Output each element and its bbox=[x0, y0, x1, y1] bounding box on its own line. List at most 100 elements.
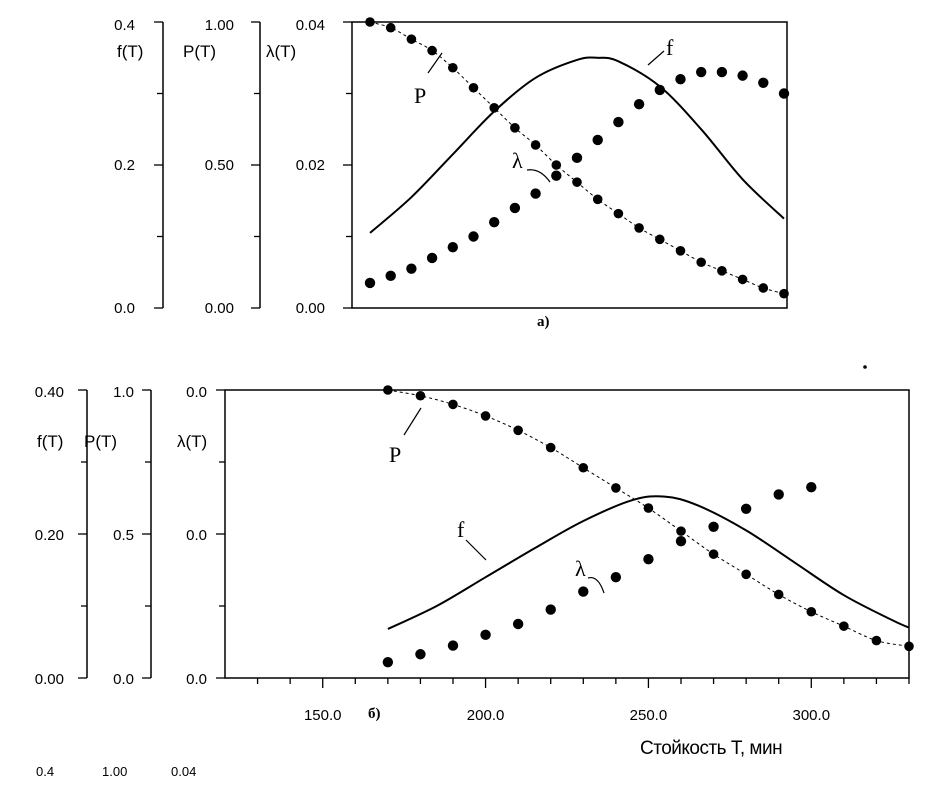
panel-a-lambda-point-17 bbox=[716, 66, 728, 78]
panel-a-p-point-2 bbox=[406, 34, 417, 44]
panel-a-lambda-point-3 bbox=[426, 252, 438, 264]
panel-b-l-tick-top: 0.0 bbox=[186, 384, 207, 401]
panel-a-l-leader bbox=[526, 169, 551, 183]
panel-a-p-point-15 bbox=[675, 246, 686, 256]
panel-b-lambda-point-11 bbox=[740, 503, 752, 514]
panel-a-p-series-label: P bbox=[414, 83, 426, 108]
panel-a-f-series-label: f bbox=[666, 35, 674, 60]
panel-b-l-leader bbox=[587, 576, 605, 594]
panel-b-p-curve bbox=[387, 389, 910, 647]
panel-a: 0.4 0.2 0.0 1.00 0.50 0.00 0.04 0.02 0.0… bbox=[114, 17, 790, 330]
panel-a-lambda-point-5 bbox=[468, 231, 479, 242]
panel-b-x-tick-label-2: 250.0 bbox=[630, 707, 668, 724]
bottom-label-1: 0.4 bbox=[36, 764, 54, 779]
panel-b-p-point-0 bbox=[383, 385, 393, 395]
panel-b-lambda-point-6 bbox=[578, 586, 589, 597]
panel-a-f-tick-mid: 0.2 bbox=[114, 157, 135, 174]
bottom-label-3: 0.04 bbox=[171, 764, 196, 779]
panel-b-p-point-6 bbox=[578, 462, 589, 473]
panel-a-lambda-point-7 bbox=[509, 202, 521, 214]
panel-a-series bbox=[364, 17, 790, 299]
panel-b-p-point-2 bbox=[448, 399, 458, 410]
panel-a-lambda-point-18 bbox=[737, 70, 748, 81]
panel-a-lambda-point-8 bbox=[530, 188, 541, 199]
panel-b-l-tick-mid: 0.0 bbox=[186, 527, 207, 544]
panel-b-lambda-point-3 bbox=[480, 629, 491, 640]
panel-b-p-axis-label: P(T) bbox=[84, 432, 117, 451]
panel-b-lambda-point-0 bbox=[382, 656, 394, 668]
panel-a-l-tick-top: 0.04 bbox=[296, 17, 325, 34]
panel-b-p-point-4 bbox=[513, 425, 523, 436]
panel-a-caption: а) bbox=[537, 314, 550, 330]
panel-a-lambda-point-4 bbox=[447, 242, 458, 253]
panel-a-p-axis-label: P(T) bbox=[183, 42, 216, 61]
panel-a-plot-frame bbox=[351, 21, 788, 309]
panel-b-x-tick-label-0: 150.0 bbox=[304, 707, 342, 724]
panel-a-f-leader bbox=[647, 50, 665, 66]
panel-a-p-point-10 bbox=[572, 177, 582, 187]
panel-b-caption: б) bbox=[368, 706, 381, 722]
panel-b-f-tick-bot: 0.00 bbox=[35, 671, 64, 688]
panel-b-f-tick-mid: 0.20 bbox=[35, 527, 64, 544]
panel-b-p-point-13 bbox=[806, 606, 817, 617]
panel-b-p-point-8 bbox=[643, 503, 654, 513]
panel-a-p-tick-top: 1.00 bbox=[205, 17, 234, 34]
panel-b-lambda-point-5 bbox=[545, 604, 556, 615]
panel-a-f-tick-bot: 0.0 bbox=[114, 300, 135, 317]
panel-a-lambda-point-10 bbox=[571, 152, 583, 164]
panel-b-p-point-9 bbox=[676, 526, 686, 536]
panel-b-p-point-7 bbox=[611, 483, 621, 493]
panel-a-p-point-20 bbox=[779, 288, 789, 299]
panel-a-p-point-4 bbox=[448, 62, 458, 73]
panel-a-lambda-point-0 bbox=[364, 277, 376, 289]
stray-dot bbox=[863, 365, 867, 369]
panel-b-x-tick-labels: 150.0 200.0 250.0 300.0 bbox=[304, 707, 830, 724]
panel-b-p-point-10 bbox=[708, 549, 719, 559]
panel-a-p-point-0 bbox=[365, 17, 375, 27]
panel-b-p-series-label: P bbox=[389, 442, 401, 467]
panel-a-y-ticks bbox=[154, 21, 352, 309]
panel-a-lambda-point-12 bbox=[613, 116, 624, 128]
panel-b-f-leader bbox=[465, 539, 487, 561]
panel-b-p-tick-top: 1.0 bbox=[113, 384, 134, 401]
panel-b-lambda-point-4 bbox=[512, 618, 524, 630]
panel-a-p-point-16 bbox=[696, 257, 706, 268]
panel-a-f-curve bbox=[369, 56, 785, 234]
panel-a-lambda-point-6 bbox=[489, 217, 500, 228]
panel-b-p-point-11 bbox=[741, 569, 751, 580]
panel-a-p-point-18 bbox=[737, 274, 748, 285]
panel-a-p-point-17 bbox=[717, 266, 727, 276]
panel-b-p-tick-mid: 0.5 bbox=[113, 527, 134, 544]
panel-b-lambda-point-1 bbox=[415, 649, 426, 660]
panel-b-f-tick-top: 0.40 bbox=[35, 384, 64, 401]
panel-b-p-point-12 bbox=[773, 589, 784, 600]
panel-b-x-axis-title: Стойкость Т, мин bbox=[640, 738, 782, 759]
panel-b-p-point-5 bbox=[545, 442, 556, 453]
panel-a-f-tick-top: 0.4 bbox=[114, 17, 135, 34]
panel-b-p-point-15 bbox=[871, 635, 882, 646]
panel-b-lambda-point-9 bbox=[675, 536, 687, 547]
panel-b: 0.40 0.20 0.00 1.0 0.5 0.0 0.0 0.0 0.0 f… bbox=[35, 384, 914, 759]
panel-b-lambda-point-2 bbox=[447, 640, 459, 651]
panel-b-plot-frame bbox=[224, 389, 910, 679]
panel-a-p-point-19 bbox=[758, 283, 769, 293]
panel-a-p-point-5 bbox=[468, 82, 479, 93]
panel-a-lambda-point-16 bbox=[696, 66, 707, 78]
panel-a-p-point-7 bbox=[510, 123, 520, 133]
panel-a-lambda-point-19 bbox=[758, 77, 769, 88]
panel-a-lambda-point-15 bbox=[675, 74, 686, 85]
bottom-label-2: 1.00 bbox=[102, 764, 127, 779]
panel-a-p-point-9 bbox=[551, 160, 562, 170]
panel-a-lambda-point-2 bbox=[406, 263, 417, 274]
panel-b-lambda-point-12 bbox=[773, 489, 784, 500]
panel-a-p-tick-bot: 0.00 bbox=[205, 300, 234, 317]
panel-a-p-point-1 bbox=[385, 22, 396, 33]
panel-b-l-axis-label: λ(T) bbox=[177, 432, 207, 451]
panel-a-lambda-point-9 bbox=[551, 170, 562, 181]
panel-b-lambda-point-7 bbox=[610, 572, 622, 583]
panel-b-l-tick-bot: 0.0 bbox=[186, 671, 207, 688]
panel-a-p-point-14 bbox=[655, 234, 665, 245]
panel-b-p-point-1 bbox=[415, 390, 426, 401]
panel-b-series bbox=[382, 385, 914, 668]
